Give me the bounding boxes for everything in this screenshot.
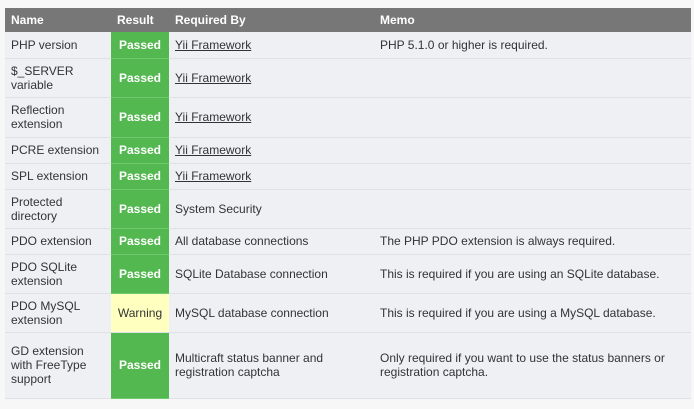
memo — [374, 137, 691, 164]
required-by: All database connections — [169, 228, 374, 255]
required-by: Yii Framework — [169, 137, 374, 164]
memo: This is required if you are using a MySQ… — [374, 293, 691, 333]
memo: This is required if you are using an SQL… — [374, 254, 691, 294]
result-badge: Passed — [111, 332, 169, 399]
result-badge: Passed — [111, 228, 169, 255]
memo: PHP 5.1.0 or higher is required. — [374, 32, 691, 59]
table-row: SPL extension Passed Yii Framework — [5, 163, 691, 190]
required-by: Yii Framework — [169, 163, 374, 190]
result-badge: Passed — [111, 189, 169, 229]
required-by: Yii Framework — [169, 97, 374, 138]
required-by-link[interactable]: Yii Framework — [175, 70, 252, 85]
required-by: Yii Framework — [169, 58, 374, 98]
required-by: MySQL database connection — [169, 293, 374, 333]
result-badge: Passed — [111, 58, 169, 98]
result-badge: Passed — [111, 254, 169, 294]
memo — [374, 163, 691, 190]
table-row: Reflection extension Passed Yii Framework — [5, 97, 691, 138]
required-by-link[interactable]: Yii Framework — [175, 110, 252, 124]
required-by-link[interactable]: Yii Framework — [175, 143, 252, 157]
table-row: PHP version Passed Yii Framework PHP 5.1.0 … — [5, 32, 691, 59]
table-row: PCRE extension Passed Yii Framework — [5, 137, 691, 164]
memo — [374, 189, 691, 229]
memo: The PHP PDO extension is always required… — [374, 228, 691, 255]
requirement-name: PDO extension — [5, 228, 111, 255]
requirement-name: PCRE extension — [5, 137, 111, 164]
required-by: System Security — [169, 189, 374, 229]
memo — [374, 58, 691, 98]
requirement-name: Protected directory — [5, 189, 111, 229]
table-row: $_SERVER variable Passed Yii Framework — [5, 58, 691, 98]
required-by-link[interactable]: Yii Framework — [175, 37, 252, 52]
required-by: Yii Framework — [169, 32, 374, 59]
result-badge: Passed — [111, 32, 169, 59]
requirement-name: GD extension with FreeType support — [5, 332, 111, 399]
table-header: Name Result Required By Memo — [5, 8, 691, 32]
required-by: Multicraft status banner and registratio… — [169, 332, 374, 399]
result-badge: Passed — [111, 97, 169, 138]
requirement-name: $_SERVER variable — [5, 58, 111, 98]
table-row: PDO extension Passed All database connecti… — [5, 228, 691, 255]
requirement-name: SPL extension — [5, 163, 111, 190]
required-by-link[interactable]: Yii Framework — [175, 169, 252, 183]
memo — [374, 97, 691, 138]
table-row: PDO SQLite extension Passed SQLite Databas… — [5, 254, 691, 294]
column-header-name: Name — [5, 8, 111, 32]
result-badge: Passed — [111, 137, 169, 164]
requirement-name: PDO SQLite extension — [5, 254, 111, 294]
result-badge: Passed — [111, 163, 169, 190]
table-row: PDO MySQL extension Warning MySQL database… — [5, 293, 691, 333]
column-header-required-by: Required By — [169, 8, 374, 32]
requirement-name: Reflection extension — [5, 97, 111, 138]
requirement-name: PDO MySQL extension — [5, 293, 111, 333]
memo: Only required if you want to use the sta… — [374, 332, 691, 399]
required-by: SQLite Database connection — [169, 254, 374, 294]
table-row: GD extension with FreeType support Passed… — [5, 332, 691, 399]
requirements-table: Name Result Required By Memo PHP version… — [5, 8, 691, 399]
column-header-memo: Memo — [374, 8, 691, 32]
result-badge: Warning — [111, 293, 169, 333]
column-header-result: Result — [111, 8, 169, 32]
requirement-name: PHP version — [5, 32, 111, 59]
table-row: Protected directory Passed System Security — [5, 189, 691, 229]
